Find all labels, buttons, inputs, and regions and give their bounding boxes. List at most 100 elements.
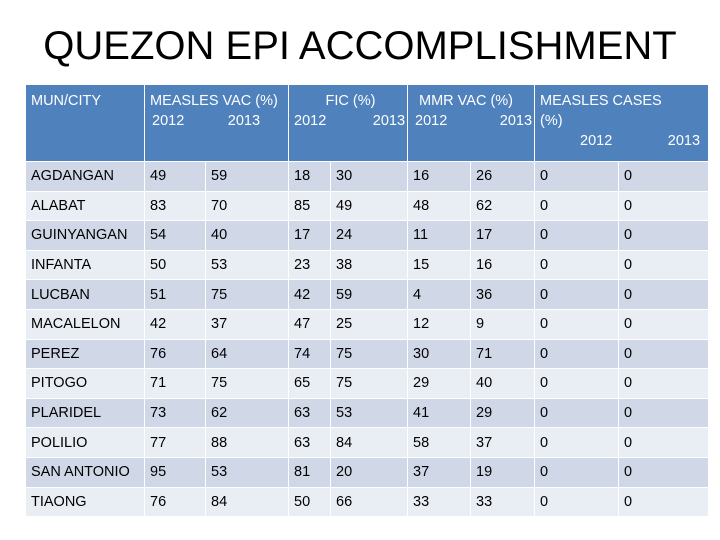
cell-mun-city: PEREZ: [25, 338, 145, 370]
cell-measles-vac-2012: 76: [144, 486, 206, 518]
header-year-2013: 2013: [667, 133, 701, 149]
header-mun-city-label: MUN/CITY: [31, 93, 102, 109]
table-row: PEREZ 76 64 74 75 30 71 0 0: [25, 338, 710, 370]
cell-measles-cases-2012: 0: [534, 486, 620, 518]
header-year-2012: 2012: [294, 113, 327, 129]
cell-mmr-vac-2013: 71: [470, 338, 536, 370]
table-row: AGDANGAN 49 59 18 30 16 26 0 0: [25, 161, 710, 192]
cell-measles-cases-2012: 0: [534, 249, 620, 281]
header-year-2013: 2013: [227, 113, 261, 129]
cell-fic-2012: 65: [288, 368, 332, 399]
header-year-2012: 2012: [580, 133, 613, 149]
cell-measles-cases-2013: 0: [618, 308, 710, 340]
cell-mmr-vac-2012: 41: [407, 397, 472, 429]
header-mmr-vac-years: 2012 2013: [413, 111, 534, 131]
header-mmr-vac-label: MMR VAC (%): [419, 93, 513, 109]
table-row: SAN ANTONIO 95 53 81 20 37 19 0 0: [25, 456, 710, 488]
page-title: QUEZON EPI ACCOMPLISHMENT: [43, 24, 677, 68]
cell-fic-2012: 47: [288, 308, 332, 340]
cell-mmr-vac-2012: 11: [407, 220, 472, 251]
cell-measles-vac-2012: 76: [144, 338, 206, 370]
cell-fic-2012: 42: [288, 279, 332, 310]
table-row: TIAONG 76 84 50 66 33 33 0 0: [25, 486, 710, 518]
cell-mmr-vac-2013: 9: [470, 308, 536, 340]
cell-measles-vac-2013: 53: [204, 456, 290, 488]
cell-measles-cases-2012: 0: [534, 397, 620, 429]
cell-measles-vac-2012: 73: [144, 397, 206, 429]
epi-table: MUN/CITY MEASLES VAC (%) 2012 2013 FIC (…: [25, 84, 710, 518]
cell-mmr-vac-2013: 37: [470, 427, 536, 458]
cell-mmr-vac-2013: 26: [470, 161, 536, 192]
cell-mmr-vac-2013: 62: [470, 190, 536, 222]
cell-mmr-vac-2012: 33: [407, 486, 472, 518]
cell-measles-cases-2013: 0: [618, 220, 710, 251]
cell-mmr-vac-2013: 33: [470, 486, 536, 518]
header-fic-label: FIC (%): [325, 93, 376, 109]
cell-mun-city: GUINYANGAN: [25, 220, 145, 251]
cell-mmr-vac-2013: 16: [470, 249, 536, 281]
cell-measles-cases-2012: 0: [534, 338, 620, 370]
cell-measles-vac-2012: 83: [144, 190, 206, 222]
cell-fic-2012: 63: [288, 397, 332, 429]
header-fic-years: 2012 2013: [294, 111, 407, 131]
cell-fic-2012: 63: [288, 427, 332, 458]
header-year-2012: 2012: [152, 113, 185, 129]
cell-measles-vac-2012: 49: [144, 161, 206, 192]
cell-mmr-vac-2012: 58: [407, 427, 472, 458]
header-measles-cases-unit: (%): [540, 113, 563, 129]
cell-measles-vac-2013: 75: [204, 368, 290, 399]
cell-measles-vac-2012: 51: [144, 279, 206, 310]
cell-mun-city: AGDANGAN: [25, 161, 145, 192]
cell-measles-cases-2013: 0: [618, 397, 710, 429]
cell-mun-city: SAN ANTONIO: [25, 456, 145, 488]
cell-measles-cases-2012: 0: [534, 279, 620, 310]
cell-measles-cases-2012: 0: [534, 190, 620, 222]
cell-mun-city: PITOGO: [25, 368, 145, 399]
header-year-2012: 2012: [415, 113, 448, 129]
header-measles-cases-years: 2012 2013: [540, 131, 708, 151]
cell-measles-vac-2013: 59: [204, 161, 290, 192]
cell-measles-vac-2013: 37: [204, 308, 290, 340]
cell-measles-vac-2013: 88: [204, 427, 290, 458]
cell-measles-cases-2013: 0: [618, 190, 710, 222]
cell-mmr-vac-2013: 29: [470, 397, 536, 429]
cell-measles-cases-2012: 0: [534, 220, 620, 251]
table-row: MACALELON 42 37 47 25 12 9 0 0: [25, 308, 710, 340]
cell-mun-city: PLARIDEL: [25, 397, 145, 429]
cell-fic-2013: 75: [330, 338, 409, 370]
cell-mun-city: ALABAT: [25, 190, 145, 222]
cell-measles-cases-2013: 0: [618, 279, 710, 310]
cell-measles-cases-2013: 0: [618, 456, 710, 488]
cell-measles-vac-2012: 54: [144, 220, 206, 251]
header-measles-vac-label: MEASLES VAC (%): [150, 93, 278, 109]
cell-fic-2013: 25: [330, 308, 409, 340]
cell-mun-city: MACALELON: [25, 308, 145, 340]
cell-mmr-vac-2012: 12: [407, 308, 472, 340]
cell-measles-cases-2013: 0: [618, 249, 710, 281]
table-row: POLILIO 77 88 63 84 58 37 0 0: [25, 427, 710, 458]
cell-mmr-vac-2013: 40: [470, 368, 536, 399]
cell-fic-2012: 74: [288, 338, 332, 370]
table-body: AGDANGAN 49 59 18 30 16 26 0 0 ALABAT 83 70 85 49 48 62…: [25, 161, 710, 518]
header-measles-cases: MEASLES CASES (%) 2012 2013: [534, 84, 710, 162]
cell-measles-cases-2013: 0: [618, 338, 710, 370]
cell-fic-2013: 38: [330, 249, 409, 281]
cell-fic-2013: 75: [330, 368, 409, 399]
header-mmr-vac: MMR VAC (%) 2012 2013: [407, 84, 536, 162]
table-row: ALABAT 83 70 85 49 48 62 0 0: [25, 190, 710, 222]
table-row: PITOGO 71 75 65 75 29 40 0 0: [25, 368, 710, 399]
cell-fic-2013: 59: [330, 279, 409, 310]
cell-mmr-vac-2012: 15: [407, 249, 472, 281]
table-header-row: MUN/CITY MEASLES VAC (%) 2012 2013 FIC (…: [25, 84, 710, 162]
cell-measles-cases-2013: 0: [618, 486, 710, 518]
cell-measles-cases-2012: 0: [534, 368, 620, 399]
cell-mmr-vac-2013: 36: [470, 279, 536, 310]
header-measles-cases-label: MEASLES CASES: [540, 93, 662, 109]
cell-measles-vac-2012: 95: [144, 456, 206, 488]
cell-fic-2013: 84: [330, 427, 409, 458]
cell-fic-2013: 66: [330, 486, 409, 518]
header-year-2013: 2013: [499, 113, 533, 129]
header-measles-vac-years: 2012 2013: [150, 111, 288, 131]
cell-measles-vac-2013: 40: [204, 220, 290, 251]
cell-fic-2012: 50: [288, 486, 332, 518]
